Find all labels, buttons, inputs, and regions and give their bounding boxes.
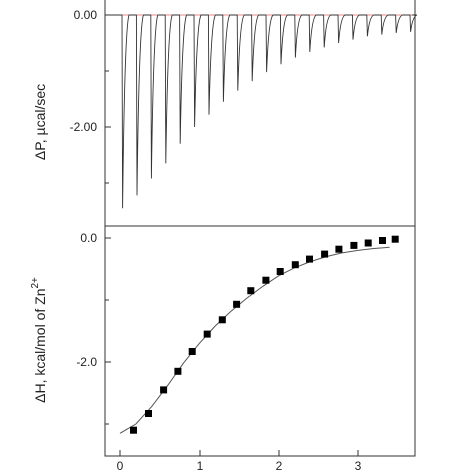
data-point-14 bbox=[335, 245, 343, 253]
bottom-axis-ylabel: ΔH, kcal/mol of Zn2+ bbox=[30, 277, 48, 403]
top-ytick-label-0: 0.00 bbox=[74, 8, 98, 22]
data-point-6 bbox=[218, 316, 226, 324]
bottom-plot-frame bbox=[104, 225, 416, 457]
fit-curve bbox=[119, 246, 390, 434]
data-point-10 bbox=[276, 268, 284, 275]
bottom-xtick-label-1: 1 bbox=[197, 459, 204, 473]
raw-thermogram-panel: 0.00 -2.00 ΔP, µcal/sec bbox=[32, 0, 418, 227]
bottom-xtick-label-3: 3 bbox=[355, 459, 362, 473]
integrated-heat-panel: 0.0 -2.0 0 1 2 3 ΔH, kcal/mol of Zn2+ bbox=[30, 225, 416, 473]
data-point-15 bbox=[350, 241, 358, 249]
data-points bbox=[130, 235, 399, 434]
bottom-xtick-label-0: 0 bbox=[117, 459, 124, 473]
data-point-3 bbox=[174, 367, 182, 375]
bottom-ytick-label-1: -2.0 bbox=[76, 355, 97, 369]
data-point-17 bbox=[379, 237, 386, 244]
data-point-8 bbox=[247, 287, 255, 295]
data-point-18 bbox=[391, 235, 399, 243]
top-ytick-label-1: -2.00 bbox=[70, 120, 98, 134]
data-point-2 bbox=[160, 386, 168, 394]
bottom-xtick-label-2: 2 bbox=[276, 459, 283, 473]
data-point-13 bbox=[321, 250, 329, 258]
data-point-0 bbox=[130, 426, 137, 434]
data-point-4 bbox=[188, 348, 196, 355]
bottom-axis-ylabel-sup: 2+ bbox=[30, 277, 41, 289]
data-point-16 bbox=[364, 239, 372, 247]
data-point-11 bbox=[291, 261, 299, 269]
bottom-axis-ylabel-main: ΔH, kcal/mol of Zn bbox=[32, 289, 48, 403]
data-point-12 bbox=[306, 255, 313, 263]
bottom-ytick-label-0: 0.0 bbox=[80, 231, 97, 245]
data-point-1 bbox=[145, 410, 152, 417]
top-axis-ylabel: ΔP, µcal/sec bbox=[32, 84, 48, 160]
thermogram-trace bbox=[108, 14, 418, 209]
data-point-9 bbox=[262, 276, 270, 284]
data-point-5 bbox=[203, 330, 211, 338]
data-point-7 bbox=[233, 300, 241, 308]
